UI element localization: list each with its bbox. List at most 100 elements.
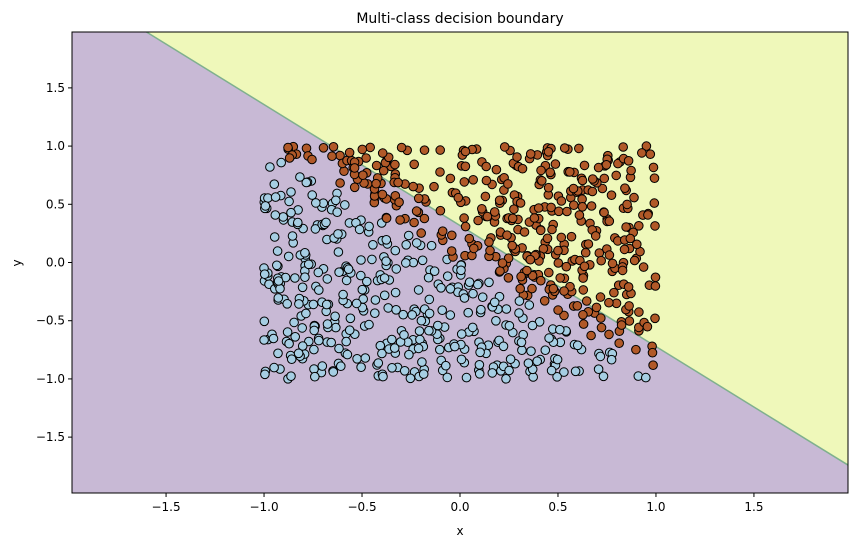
- scatter-point-class-1: [599, 173, 610, 184]
- scatter-point-class-0: [273, 293, 284, 303]
- scatter-point-class-0: [435, 344, 445, 355]
- x-axis-ticks: −1.5 −1.0 −0.5 0.0 0.5 1.0 1.5: [151, 493, 763, 514]
- scatter-point-class-0: [269, 362, 279, 373]
- scatter-point-class-0: [456, 354, 467, 365]
- scatter-point-class-1: [606, 190, 617, 200]
- x-tick-label: 0.5: [548, 500, 567, 514]
- scatter-point-class-1: [624, 316, 635, 326]
- scatter-point-class-1: [578, 310, 588, 320]
- scatter-point-class-0: [307, 190, 318, 200]
- scatter-point-class-1: [536, 165, 546, 176]
- scatter-point-class-1: [578, 285, 589, 295]
- scatter-point-class-1: [556, 232, 567, 243]
- scatter-point-class-1: [393, 177, 403, 188]
- scatter-point-class-1: [581, 296, 592, 306]
- scatter-point-class-1: [594, 248, 605, 258]
- scatter-point-class-0: [260, 201, 271, 211]
- scatter-point-class-1: [357, 144, 368, 155]
- scatter-point-class-1: [583, 239, 594, 249]
- scatter-point-class-0: [517, 345, 527, 356]
- scatter-point-class-0: [403, 230, 414, 241]
- scatter-point-class-1: [482, 211, 493, 222]
- scatter-point-class-1: [339, 166, 349, 176]
- scatter-point-class-1: [596, 322, 607, 333]
- y-tick-label: 1.0: [46, 139, 65, 153]
- scatter-point-class-1: [546, 202, 556, 213]
- scatter-point-class-0: [321, 217, 331, 228]
- scatter-point-class-0: [593, 364, 604, 375]
- scatter-point-class-1: [408, 181, 419, 192]
- scatter-point-class-1: [371, 178, 381, 189]
- scatter-point-class-1: [595, 292, 606, 302]
- scatter-point-class-1: [495, 266, 505, 276]
- scatter-point-class-0: [423, 272, 434, 283]
- x-tick-label: −1.5: [151, 500, 180, 514]
- scatter-point-class-1: [529, 213, 540, 223]
- scatter-point-class-1: [519, 227, 530, 237]
- scatter-point-class-1: [480, 191, 491, 202]
- scatter-point-class-0: [424, 308, 435, 319]
- scatter-point-class-1: [578, 273, 588, 283]
- scatter-point-class-1: [459, 177, 470, 187]
- scatter-point-class-0: [417, 357, 427, 367]
- scatter-point-class-1: [409, 217, 419, 228]
- scatter-point-class-1: [629, 255, 640, 266]
- scatter-point-class-0: [390, 245, 401, 256]
- scatter-point-class-1: [604, 329, 614, 340]
- scatter-point-class-0: [595, 351, 606, 362]
- scatter-point-class-1: [623, 282, 634, 292]
- scatter-point-class-0: [467, 322, 478, 333]
- scatter-point-class-1: [566, 231, 577, 242]
- scatter-point-class-1: [536, 275, 546, 286]
- scatter-point-class-1: [642, 321, 653, 332]
- scatter-point-class-1: [617, 265, 628, 276]
- scatter-point-class-1: [650, 221, 660, 231]
- scatter-point-class-1: [459, 213, 469, 223]
- scatter-point-class-0: [276, 157, 287, 168]
- scatter-point-class-1: [507, 213, 518, 224]
- scatter-point-class-1: [503, 179, 513, 189]
- scatter-point-class-1: [522, 265, 532, 276]
- scatter-point-class-0: [333, 247, 344, 257]
- scatter-point-class-0: [559, 367, 569, 377]
- scatter-point-class-1: [395, 215, 405, 225]
- scatter-point-class-1: [624, 301, 634, 311]
- scatter-point-class-0: [501, 374, 511, 384]
- scatter-point-class-0: [286, 354, 297, 365]
- scatter-point-class-1: [604, 297, 614, 308]
- scatter-point-class-1: [569, 200, 579, 210]
- scatter-point-class-1: [335, 178, 345, 188]
- scatter-point-class-0: [456, 265, 466, 276]
- scatter-point-class-1: [641, 141, 652, 151]
- scatter-point-class-1: [559, 310, 569, 321]
- scatter-point-class-1: [622, 199, 632, 210]
- scatter-point-class-1: [623, 156, 634, 166]
- scatter-point-class-1: [307, 154, 317, 165]
- scatter-point-class-1: [601, 160, 612, 170]
- scatter-point-class-1: [550, 159, 561, 169]
- scatter-point-class-1: [502, 230, 512, 240]
- chart-title: Multi-class decision boundary: [356, 11, 563, 27]
- scatter-point-class-0: [368, 240, 378, 250]
- scatter-point-class-0: [379, 290, 390, 301]
- scatter-point-class-0: [413, 343, 424, 354]
- scatter-point-class-0: [399, 366, 410, 376]
- scatter-point-class-0: [286, 207, 296, 218]
- scatter-point-class-1: [371, 160, 382, 171]
- scatter-point-class-1: [413, 193, 424, 204]
- scatter-point-class-1: [542, 233, 553, 244]
- scatter-point-class-0: [293, 217, 303, 228]
- scatter-point-class-1: [580, 247, 591, 258]
- scatter-point-class-1: [396, 142, 407, 153]
- y-tick-label: −1.0: [36, 372, 65, 386]
- scatter-point-class-0: [286, 371, 296, 382]
- scatter-point-class-0: [364, 221, 374, 232]
- scatter-point-class-0: [313, 267, 324, 278]
- scatter-point-class-0: [418, 369, 429, 379]
- scatter-point-class-1: [621, 222, 631, 232]
- scatter-point-class-1: [586, 330, 596, 341]
- scatter-point-class-0: [641, 372, 651, 383]
- scatter-point-class-1: [349, 182, 360, 193]
- scatter-point-class-1: [638, 262, 649, 272]
- scatter-point-class-0: [338, 289, 348, 300]
